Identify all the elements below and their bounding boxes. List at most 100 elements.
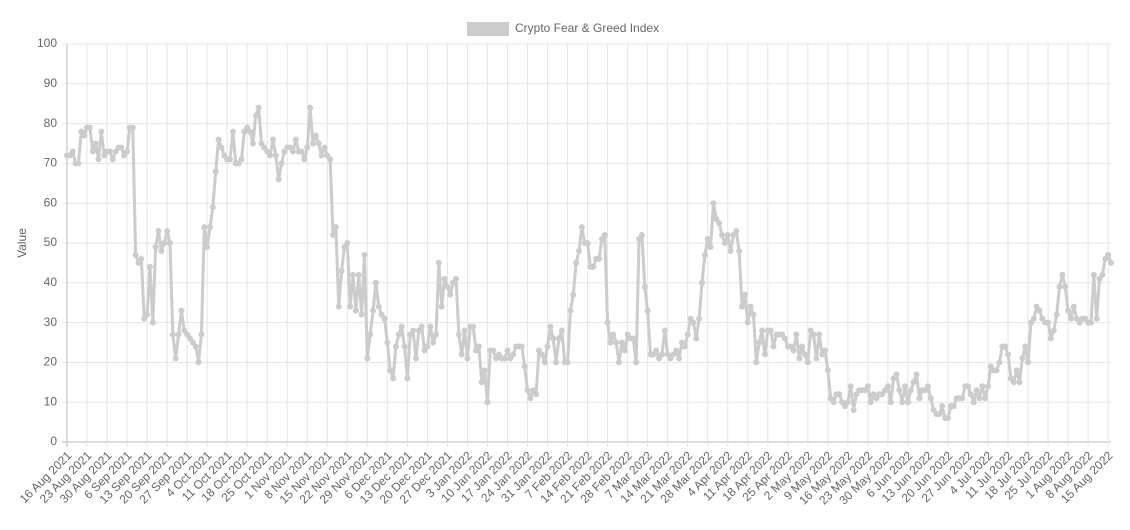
data-point <box>364 355 371 362</box>
data-point <box>907 387 914 394</box>
data-point <box>86 124 93 131</box>
data-point <box>146 263 153 270</box>
legend-swatch[interactable] <box>467 22 509 36</box>
data-point <box>830 399 837 406</box>
data-point <box>501 355 508 362</box>
data-point <box>644 307 651 314</box>
data-point <box>736 247 743 254</box>
data-point <box>610 331 617 338</box>
data-point <box>178 307 185 314</box>
data-point <box>950 403 957 410</box>
data-point <box>1053 311 1060 318</box>
data-point <box>175 331 182 338</box>
data-point <box>318 152 325 159</box>
data-point <box>976 395 983 402</box>
data-point <box>387 367 394 374</box>
y-tick-label: 40 <box>44 275 58 289</box>
data-point <box>761 351 768 358</box>
data-point <box>964 383 971 390</box>
data-point <box>910 379 917 386</box>
data-point <box>1070 303 1077 310</box>
data-point <box>1065 307 1072 314</box>
data-point <box>799 343 806 350</box>
data-point <box>621 347 628 354</box>
data-point <box>770 343 777 350</box>
data-point <box>756 339 763 346</box>
data-point <box>289 148 296 155</box>
data-point <box>1067 315 1074 322</box>
data-point <box>218 144 225 151</box>
data-point <box>249 140 256 147</box>
data-point <box>604 319 611 326</box>
data-point <box>939 403 946 410</box>
data-point <box>904 399 911 406</box>
y-tick-label: 70 <box>44 156 58 170</box>
data-point <box>410 327 417 334</box>
data-point <box>653 347 660 354</box>
data-point <box>164 228 171 235</box>
data-point <box>578 224 585 231</box>
data-point <box>927 395 934 402</box>
data-point <box>584 240 591 246</box>
data-point <box>278 160 285 167</box>
data-point <box>558 327 565 334</box>
data-point <box>1045 319 1052 326</box>
data-point <box>959 395 966 402</box>
data-point <box>370 307 377 314</box>
data-point <box>896 387 903 394</box>
data-point <box>824 367 831 374</box>
data-point <box>315 140 322 147</box>
data-point <box>312 132 319 139</box>
y-tick-label: 20 <box>44 355 58 369</box>
data-point <box>475 343 482 350</box>
legend-label[interactable]: Crypto Fear & Greed Index <box>515 21 659 35</box>
data-point <box>750 311 757 318</box>
data-point <box>152 243 159 250</box>
data-point <box>844 399 851 406</box>
data-point <box>361 251 368 258</box>
data-point <box>681 343 688 350</box>
data-point <box>553 359 560 366</box>
y-tick-label: 30 <box>44 315 58 329</box>
data-point <box>1047 335 1054 342</box>
data-point <box>207 224 214 231</box>
data-point <box>98 128 105 135</box>
data-point <box>267 152 274 159</box>
data-point <box>309 140 316 147</box>
data-point <box>887 399 894 406</box>
data-point <box>944 415 951 422</box>
data-point <box>129 124 136 131</box>
data-point <box>1030 315 1037 322</box>
data-point <box>490 347 497 354</box>
data-point <box>321 144 328 151</box>
data-point <box>555 335 562 342</box>
data-point <box>847 383 854 390</box>
data-point <box>733 228 740 235</box>
data-point <box>384 339 391 346</box>
data-point <box>793 331 800 338</box>
data-point <box>432 331 439 338</box>
data-point <box>673 347 680 354</box>
data-point <box>395 331 402 338</box>
data-point <box>330 232 337 239</box>
data-point <box>759 327 766 334</box>
data-point <box>741 291 748 298</box>
data-point <box>781 335 788 342</box>
data-point <box>204 243 211 250</box>
data-point <box>375 303 382 310</box>
data-point <box>696 315 703 322</box>
data-point <box>484 399 491 406</box>
data-point <box>155 228 162 235</box>
data-point <box>1090 271 1097 278</box>
data-point <box>1105 251 1112 258</box>
data-point <box>95 156 102 163</box>
data-point <box>69 148 76 155</box>
data-point <box>138 255 145 262</box>
data-point <box>979 383 986 390</box>
data-point <box>427 323 434 330</box>
data-point <box>132 251 139 258</box>
data-point <box>527 395 534 402</box>
data-point <box>255 104 262 111</box>
data-point <box>298 148 305 155</box>
